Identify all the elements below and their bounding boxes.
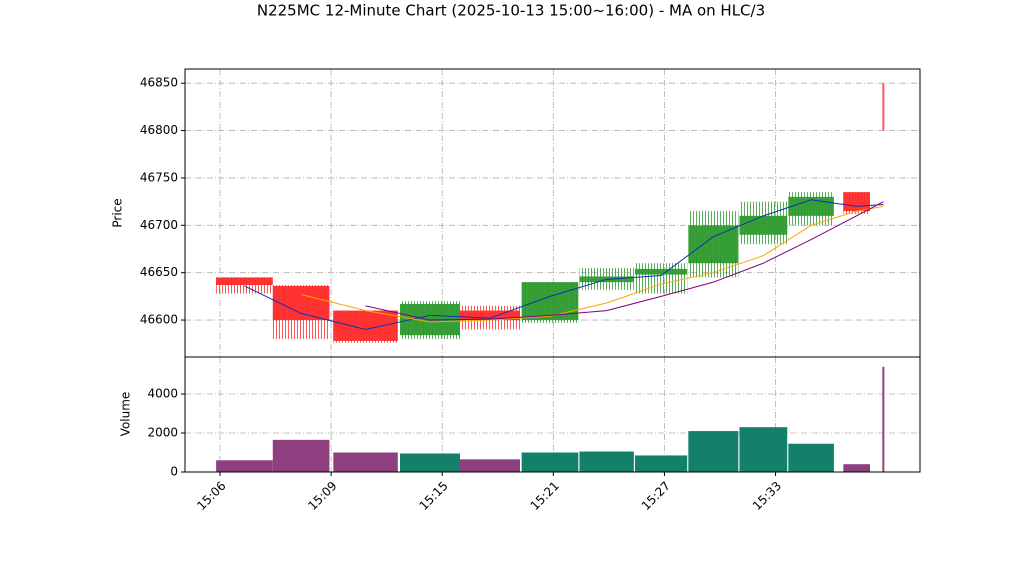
candle-wick <box>635 263 688 294</box>
volume-bar <box>333 452 398 472</box>
volume-bar <box>579 451 634 472</box>
candle-body <box>521 282 579 321</box>
volume-bar <box>216 460 273 472</box>
x-tick-label: 15:09 <box>305 479 339 513</box>
x-tick-label: 15:33 <box>750 479 784 513</box>
candle-body <box>460 310 520 321</box>
volume-tick-label: 0 <box>170 465 178 479</box>
volume-bar <box>400 453 460 472</box>
volume-bar <box>882 366 885 472</box>
y-tick-label: 46600 <box>140 313 178 327</box>
x-tick-label: 15:21 <box>528 479 562 513</box>
candle-body <box>333 310 398 341</box>
x-tick-label: 15:15 <box>416 479 450 513</box>
candle-body <box>739 215 788 235</box>
volume-bar <box>688 431 739 472</box>
volume-tick-label: 4000 <box>147 387 178 401</box>
ma-line <box>300 205 884 323</box>
volume-axis-label: Volume <box>119 392 133 437</box>
candle-body <box>882 83 885 131</box>
y-tick-label: 46700 <box>140 218 178 232</box>
y-axis-label: Price <box>111 198 125 227</box>
y-tick-label: 46850 <box>140 76 178 90</box>
x-tick-label: 15:06 <box>194 479 228 513</box>
volume-frame <box>184 356 921 473</box>
volume-bar <box>521 452 579 472</box>
candle-body <box>216 277 273 285</box>
volume-tick-label: 2000 <box>147 426 178 440</box>
volume-bar <box>843 464 870 472</box>
chart-title: N225MC 12-Minute Chart (2025-10-13 15:00… <box>257 2 765 20</box>
candle-body <box>688 225 739 264</box>
x-tick-label: 15:27 <box>639 479 673 513</box>
y-tick-label: 46750 <box>140 170 178 184</box>
volume-bar <box>635 455 688 472</box>
y-tick-label: 46800 <box>140 123 178 137</box>
volume-bar <box>739 427 788 472</box>
candle-body <box>635 268 688 275</box>
candle-body <box>843 192 870 212</box>
volume-bar <box>272 439 330 472</box>
candle-body <box>272 285 330 321</box>
volume-bar <box>788 443 834 472</box>
y-tick-label: 46650 <box>140 265 178 279</box>
volume-bar <box>460 459 520 472</box>
ma-line <box>365 201 884 321</box>
ma-line <box>244 199 884 331</box>
